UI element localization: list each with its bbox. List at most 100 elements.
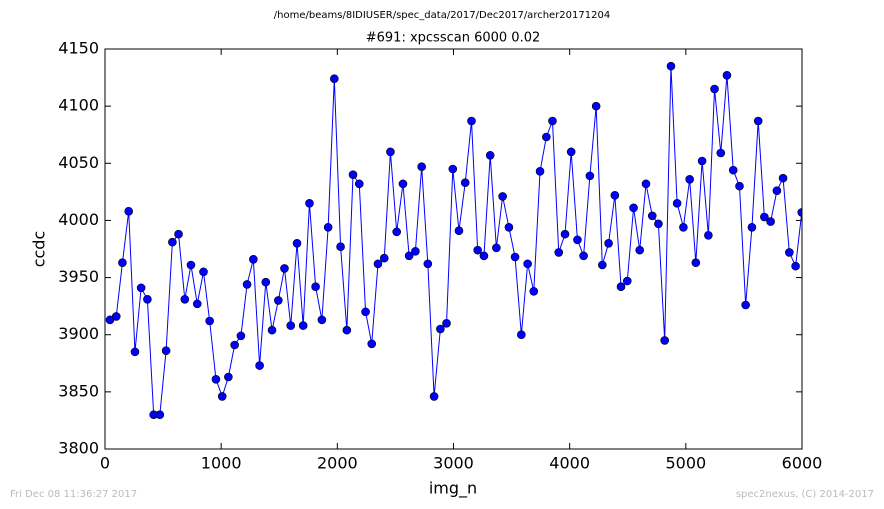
data-point xyxy=(130,347,140,357)
data-point xyxy=(205,316,214,326)
y-tick-label: 3850 xyxy=(58,381,99,400)
data-point xyxy=(523,259,532,269)
data-point xyxy=(722,70,732,80)
data-point xyxy=(554,248,564,257)
data-point xyxy=(429,392,439,401)
data-point xyxy=(143,294,152,304)
data-point xyxy=(647,211,657,221)
data-point xyxy=(735,181,744,191)
data-point xyxy=(118,258,127,268)
x-tick-label: 3000 xyxy=(433,454,474,473)
data-point xyxy=(298,321,308,330)
y-tick-label: 4100 xyxy=(58,96,99,115)
data-point xyxy=(267,325,277,335)
data-point xyxy=(747,222,757,232)
data-point xyxy=(161,346,171,356)
data-point xyxy=(629,203,638,213)
data-point xyxy=(610,190,620,200)
data-point xyxy=(261,277,271,287)
data-point xyxy=(710,84,719,94)
data-point xyxy=(741,300,750,310)
data-point xyxy=(230,340,239,350)
data-point xyxy=(211,374,221,384)
data-point xyxy=(529,286,539,296)
data-point xyxy=(155,410,165,420)
data-point xyxy=(336,242,345,252)
data-point xyxy=(560,229,570,239)
data-point xyxy=(573,235,582,245)
data-point xyxy=(255,361,264,370)
data-point xyxy=(354,179,364,189)
chart-title: #691: xpcsscan 6000 0.02 xyxy=(366,31,541,46)
data-point xyxy=(174,229,183,239)
data-point xyxy=(760,212,769,222)
data-point xyxy=(448,164,458,174)
data-point xyxy=(778,173,788,183)
data-point xyxy=(330,74,339,84)
data-point xyxy=(136,283,146,293)
data-point xyxy=(417,162,426,172)
data-point xyxy=(535,166,545,176)
data-point xyxy=(672,198,682,208)
y-tick-label: 3900 xyxy=(58,324,99,343)
x-axis-label: img_n xyxy=(429,479,477,499)
data-point xyxy=(766,217,775,226)
data-point xyxy=(585,171,595,181)
data-point xyxy=(124,206,133,216)
data-point xyxy=(292,238,302,248)
data-point xyxy=(753,116,763,126)
plot-frame xyxy=(104,48,803,450)
credit: spec2nexus, (C) 2014-2017 xyxy=(736,489,874,500)
data-point xyxy=(785,248,794,257)
data-point xyxy=(411,246,420,256)
data-point xyxy=(361,307,370,317)
data-point xyxy=(704,230,713,240)
data-point xyxy=(604,238,613,248)
data-point xyxy=(348,170,358,180)
data-point xyxy=(492,243,501,253)
data-point xyxy=(180,294,190,304)
data-point xyxy=(566,147,576,157)
data-point xyxy=(386,147,395,157)
data-point xyxy=(379,253,389,263)
data-line xyxy=(109,66,802,416)
data-point xyxy=(242,280,252,289)
data-point xyxy=(274,296,283,305)
data-point xyxy=(666,61,676,71)
data-point xyxy=(679,222,688,232)
data-point xyxy=(504,222,514,232)
data-point xyxy=(485,150,495,160)
data-point xyxy=(728,165,738,175)
data-point xyxy=(454,226,464,236)
data-point xyxy=(641,179,651,189)
data-point xyxy=(280,264,289,273)
data-point xyxy=(398,179,408,189)
y-tick-label: 4150 xyxy=(58,39,99,58)
data-point xyxy=(542,132,551,142)
data-point xyxy=(168,237,177,247)
data-point xyxy=(460,178,470,188)
data-point xyxy=(498,192,507,201)
data-point xyxy=(654,219,663,229)
data-point xyxy=(111,312,121,321)
data-point xyxy=(199,267,208,277)
data-point xyxy=(423,259,433,269)
data-point xyxy=(473,245,482,255)
x-tick-label: 4000 xyxy=(549,454,590,473)
data-point xyxy=(591,101,601,111)
data-point xyxy=(317,315,327,325)
data-point xyxy=(436,324,445,334)
data-point xyxy=(236,331,246,341)
data-point xyxy=(548,116,557,126)
data-point xyxy=(373,259,383,269)
data-point xyxy=(517,330,526,340)
data-point xyxy=(192,299,202,309)
data-point xyxy=(791,261,800,271)
data-point xyxy=(217,392,227,401)
data-point xyxy=(691,258,701,268)
data-point xyxy=(616,282,626,292)
data-point xyxy=(716,148,726,158)
data-point xyxy=(286,321,296,330)
data-point xyxy=(392,227,401,237)
